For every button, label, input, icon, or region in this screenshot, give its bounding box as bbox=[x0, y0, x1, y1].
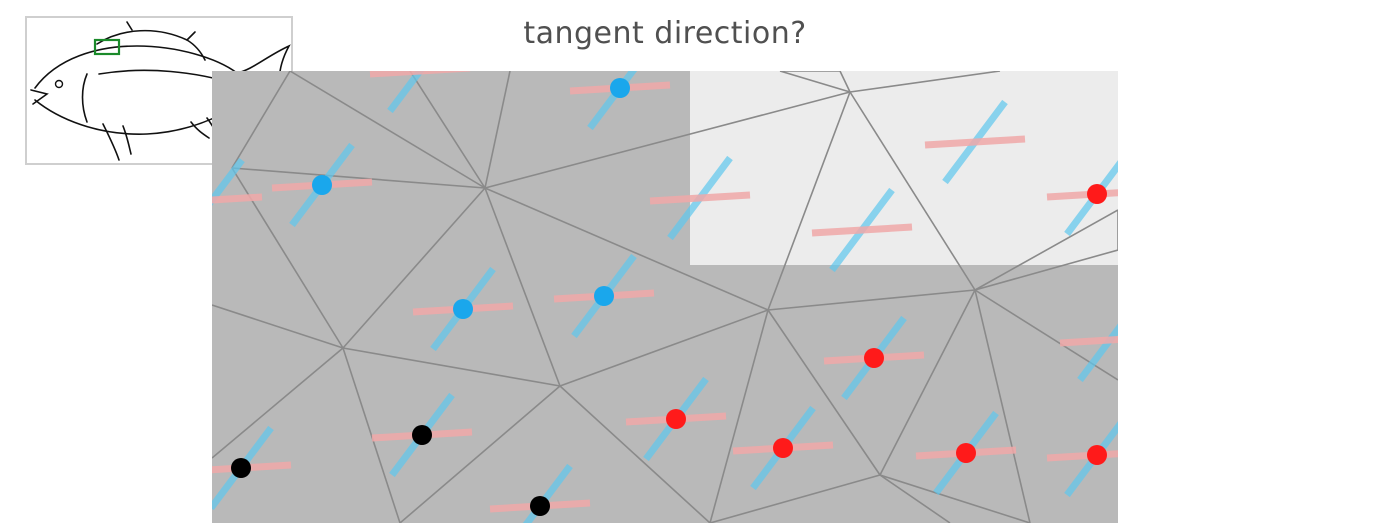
tangent-samples bbox=[212, 71, 1118, 523]
tangent-sample bbox=[271, 142, 373, 228]
sample-dot-blue bbox=[453, 299, 473, 319]
mesh-edge bbox=[342, 187, 486, 349]
sample-dot-black bbox=[530, 496, 550, 516]
mesh-edge bbox=[767, 289, 976, 311]
sample-dot-blue bbox=[594, 286, 614, 306]
mesh-edge bbox=[231, 167, 486, 189]
tangent-sample bbox=[915, 410, 1017, 496]
sample-dot-red bbox=[956, 443, 976, 463]
tangent-sample bbox=[732, 405, 834, 491]
sample-dot-red bbox=[666, 409, 686, 429]
mesh-edge bbox=[767, 309, 881, 476]
tangent-sample bbox=[625, 376, 727, 462]
mesh-edge bbox=[559, 309, 769, 387]
sample-dot-blue bbox=[312, 175, 332, 195]
mesh-edge bbox=[231, 71, 291, 169]
tangent-line-red bbox=[369, 71, 471, 78]
tangent-sample bbox=[371, 392, 473, 478]
fish-mouth bbox=[30, 89, 49, 105]
tangent-line-red bbox=[212, 193, 263, 204]
tangent-cross bbox=[212, 157, 263, 206]
fish-back-line bbox=[34, 45, 238, 89]
sample-dot-black bbox=[231, 458, 251, 478]
mesh-edge bbox=[484, 71, 511, 189]
mesh-edge bbox=[212, 304, 344, 349]
fish-eye bbox=[54, 79, 64, 89]
sample-dot-red bbox=[1087, 184, 1107, 204]
sample-dot-red bbox=[864, 348, 884, 368]
sample-dot-red bbox=[1087, 445, 1107, 465]
tangent-sample bbox=[412, 266, 514, 352]
tangent-line-red bbox=[649, 191, 751, 205]
mesh-edge bbox=[879, 289, 976, 476]
tangent-sample bbox=[1046, 421, 1118, 498]
mesh-edge bbox=[409, 71, 486, 189]
tangent-line-red bbox=[811, 223, 913, 237]
mesh-edge bbox=[839, 71, 851, 93]
mesh-edge bbox=[709, 309, 769, 523]
mesh-edge bbox=[484, 91, 851, 189]
tangent-cross bbox=[649, 155, 751, 241]
tangent-cross bbox=[369, 71, 471, 114]
fish-gill bbox=[81, 73, 88, 123]
highlight-region bbox=[690, 71, 1118, 265]
sample-dot-red bbox=[773, 438, 793, 458]
mesh-edge bbox=[974, 249, 1118, 291]
mesh-edge bbox=[849, 91, 976, 291]
mesh-edge bbox=[559, 385, 711, 523]
tangent-sample bbox=[569, 71, 671, 131]
mesh-edge bbox=[484, 187, 769, 311]
mesh-edge bbox=[399, 385, 561, 523]
tangent-line-red bbox=[924, 135, 1026, 149]
mesh-edge bbox=[879, 474, 1031, 523]
sample-dot-blue bbox=[610, 78, 630, 98]
tangent-sample bbox=[1046, 160, 1118, 237]
tangent-sample bbox=[553, 253, 655, 339]
mesh-edge bbox=[767, 91, 851, 311]
mesh-edge bbox=[342, 347, 401, 523]
tangent-cross bbox=[1059, 323, 1118, 383]
mesh-edge bbox=[779, 71, 851, 93]
tangent-cross bbox=[811, 187, 913, 273]
tangent-sample bbox=[823, 315, 925, 401]
mesh-edge bbox=[289, 71, 486, 189]
tangent-cross bbox=[924, 99, 1026, 185]
tangent-line-blue bbox=[212, 157, 245, 206]
mesh-edge bbox=[212, 347, 344, 459]
slide-title: tangent direction? bbox=[523, 16, 807, 51]
mesh-edge bbox=[709, 474, 881, 523]
mesh-edge bbox=[974, 289, 1031, 523]
mesh-edge bbox=[342, 347, 561, 387]
tangent-line-blue bbox=[387, 71, 425, 114]
tangent-sample bbox=[489, 463, 591, 523]
tangent-sample bbox=[212, 425, 292, 511]
mesh-edge bbox=[849, 71, 1001, 93]
mesh-edge bbox=[484, 187, 561, 387]
mesh-edge bbox=[974, 209, 1118, 291]
mesh-edge bbox=[879, 474, 951, 523]
selection-rectangle-icon bbox=[93, 38, 121, 56]
sample-dot-black bbox=[412, 425, 432, 445]
tangent-line-red bbox=[1059, 336, 1118, 347]
